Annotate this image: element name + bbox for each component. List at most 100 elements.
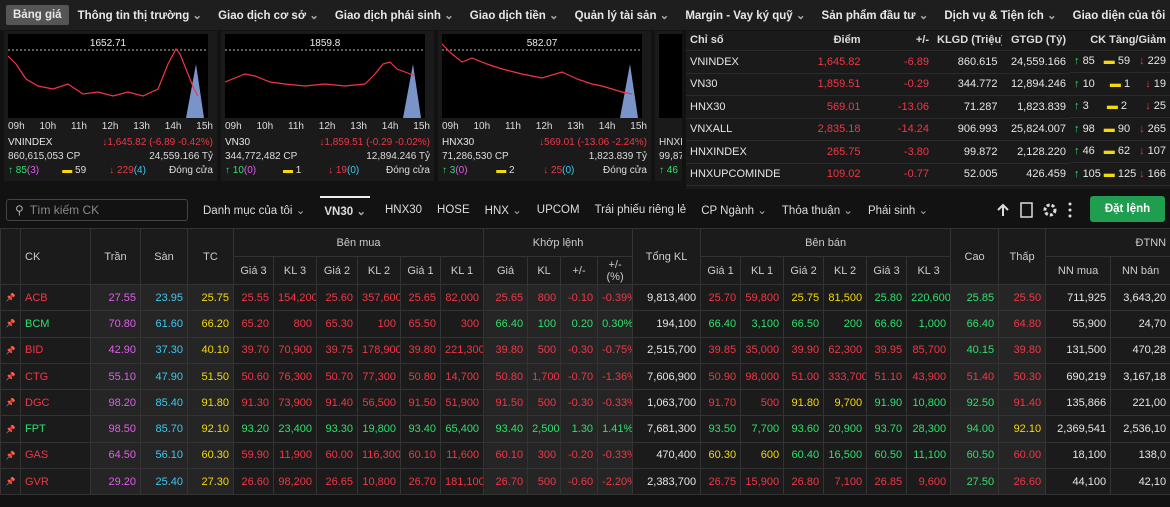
board-cell: 98,200 — [273, 468, 317, 496]
board-cell: 181,100 — [439, 468, 485, 496]
pin-icon[interactable]: 📌 — [0, 441, 21, 470]
nav-item[interactable]: Giao diện của tôi — [1066, 4, 1170, 26]
header-cell: +/- (%) — [597, 256, 634, 285]
index-cell: -14.24 — [864, 118, 933, 141]
order-button[interactable]: Đặt lệnh — [1090, 196, 1165, 222]
board-cell: 711,925 — [1045, 283, 1112, 312]
pin-icon[interactable]: 📌 — [0, 336, 21, 364]
board-cell: 26.60 — [998, 468, 1047, 496]
ticker[interactable]: FPT — [20, 415, 91, 443]
board-cell: 19,800 — [357, 415, 401, 443]
board-cell: 500 — [740, 389, 785, 417]
index-cards: 1652.71 09h 10h 11h 12h 13h 14h 15h VNINDEX ↓1,64… — [0, 31, 682, 183]
index-cell: -13.06 — [864, 95, 933, 119]
pin-icon[interactable]: 📌 — [0, 468, 21, 496]
board-cell: -0.60 — [560, 468, 599, 496]
board-cell: 25.55 — [233, 283, 274, 312]
pin-icon[interactable]: 📌 — [0, 415, 21, 443]
tab[interactable]: HOSE — [437, 204, 470, 216]
board-cell: 39.95 — [866, 336, 908, 364]
board-cell: 9,700 — [823, 389, 868, 417]
price-board: CK Trần Sàn TC Bên mua Khớp lệnh Tổng KL Bên bá… — [0, 228, 1170, 507]
stock-row: 📌 CTG 55.10 47.90 51.50 50.60 76,300 50.70 77,30… — [0, 362, 1170, 391]
nav-item[interactable]: Giao dịch phái sinh — [328, 4, 461, 26]
pin-icon[interactable]: 📌 — [0, 389, 21, 417]
board-cell: 800 — [527, 283, 562, 312]
nav-item[interactable]: Thông tin thị trường — [71, 4, 210, 26]
board-cell: 500 — [527, 336, 562, 364]
board-cell: 76,300 — [273, 362, 317, 391]
tab[interactable]: HNX — [485, 203, 522, 217]
tab[interactable]: Phái sinh — [868, 203, 928, 217]
board-cell: 44,100 — [1045, 468, 1112, 496]
board-cell: 85.70 — [140, 415, 188, 443]
nav-item[interactable]: Giao dịch tiền — [463, 4, 566, 26]
pin-icon[interactable]: 📌 — [0, 310, 21, 338]
ticker[interactable]: BID — [20, 336, 91, 364]
tab[interactable]: Thỏa thuận — [782, 203, 853, 217]
index-cell: 2,128.220 — [1001, 140, 1070, 164]
nav-item[interactable]: Giao dịch cơ sở — [211, 4, 326, 26]
header-row: CK Trần Sàn TC Bên mua Khớp lệnh Tổng KL Bên bá… — [0, 228, 1170, 285]
ticker[interactable]: CTG — [20, 362, 91, 391]
nav-item[interactable]: Quản lý tài sản — [568, 4, 677, 26]
pin-icon[interactable]: 📌 — [0, 283, 21, 312]
down-count: 19 — [1145, 78, 1166, 90]
index-cell: VNINDEX — [686, 50, 796, 74]
board-cell: 47.90 — [140, 362, 188, 391]
ref-label: 1652.71 — [90, 38, 127, 49]
up-count: 98 — [1074, 123, 1095, 135]
nav-item[interactable]: Dịch vụ & Tiện ích — [937, 4, 1063, 26]
board-cell: 135,866 — [1045, 389, 1112, 417]
tab[interactable]: CP Ngành — [701, 203, 767, 217]
search-box[interactable]: Tìm kiếm CK — [6, 199, 188, 221]
nav-item[interactable]: Bảng giá — [6, 5, 69, 25]
card-line: 71,286,530 CP 1,823.839 Tỷ — [442, 151, 647, 162]
value: 1,823.839 Tỷ — [588, 151, 647, 162]
board-cell: 43,900 — [906, 362, 952, 391]
board-cell: 25.75 — [187, 283, 234, 312]
tab[interactable]: VN30 — [320, 196, 370, 224]
tab[interactable]: UPCOM — [536, 204, 580, 216]
card-line: 85(3) 59 229(4) Đóng cửa — [8, 165, 213, 176]
ticker[interactable]: ACB — [20, 283, 91, 312]
index-cell: HNXUPCOMINDE — [686, 163, 796, 186]
index-cell: 1,645.82 — [796, 50, 865, 74]
tab[interactable]: Trái phiếu riêng lẻ — [594, 204, 687, 216]
board-cell: 92.50 — [950, 389, 1000, 417]
board-cell: 42.90 — [90, 336, 141, 364]
header-cell: Giá 1 — [400, 256, 441, 285]
index-name: HNXI — [659, 137, 682, 148]
board-cell: 60.10 — [400, 441, 441, 470]
board-cell: 39.90 — [783, 336, 825, 364]
sparkline: 1859.8 — [225, 34, 425, 118]
chart-bg — [8, 34, 208, 118]
board-cell: 1.41% — [597, 415, 634, 443]
nav-item[interactable]: Margin - Vay ký quỹ — [678, 4, 812, 26]
nav-item[interactable]: Sản phẩm đầu tư — [815, 4, 936, 26]
up-count: 3 — [1074, 100, 1089, 112]
index-name: HNX30 — [442, 137, 475, 148]
board-cell: 55.10 — [90, 362, 141, 391]
time-label: 09h — [225, 121, 242, 132]
floor-count: (4) — [133, 165, 146, 176]
value: 24,559.166 Tỷ — [149, 151, 213, 162]
card-line: VN30 ↓1,859.51 (-0.29 -0.02%) — [225, 137, 430, 148]
tab[interactable]: HNX30 — [384, 204, 423, 216]
index-cell: 109.02 — [796, 163, 865, 186]
board-cell: 35,000 — [740, 336, 785, 364]
board-cell: 40.15 — [950, 336, 1000, 364]
ticker[interactable]: GAS — [20, 441, 91, 470]
board-cell: 91.80 — [187, 389, 234, 417]
board-cell: 25.65 — [400, 283, 441, 312]
tab[interactable]: Danh mục của tôi — [203, 203, 305, 217]
ticker[interactable]: DGC — [20, 389, 91, 417]
ticker[interactable]: BCM — [20, 310, 91, 338]
board-cell: 60.10 — [483, 441, 529, 470]
pin-icon[interactable]: 📌 — [0, 362, 21, 391]
ticker[interactable]: GVR — [20, 468, 91, 496]
board-cell: 66.50 — [783, 310, 825, 338]
header-cell: Chỉ số — [686, 31, 796, 51]
index-line — [8, 47, 199, 97]
board-cell: 3,100 — [740, 310, 785, 338]
